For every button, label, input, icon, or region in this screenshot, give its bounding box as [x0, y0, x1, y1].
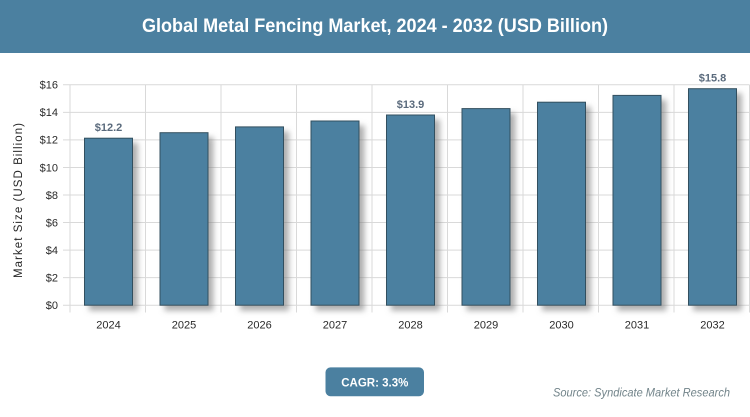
- svg-text:2025: 2025: [172, 320, 196, 332]
- svg-text:CAGR: 3.3%: CAGR: 3.3%: [341, 378, 408, 390]
- svg-text:$12: $12: [40, 135, 58, 147]
- svg-text:$12.2: $12.2: [95, 122, 123, 134]
- svg-text:$16: $16: [40, 80, 58, 92]
- svg-text:$2: $2: [46, 273, 58, 285]
- svg-text:$6: $6: [46, 217, 58, 229]
- svg-text:2026: 2026: [247, 320, 271, 332]
- svg-text:$13.9: $13.9: [397, 99, 425, 111]
- svg-text:2029: 2029: [474, 320, 498, 332]
- svg-text:2031: 2031: [625, 320, 649, 332]
- svg-text:$15.8: $15.8: [699, 73, 727, 85]
- svg-text:2024: 2024: [96, 320, 120, 332]
- svg-text:Source: Syndicate Market Resea: Source: Syndicate Market Research: [553, 386, 730, 400]
- svg-text:Market Size (USD Billion): Market Size (USD Billion): [13, 123, 25, 278]
- svg-text:2032: 2032: [700, 320, 724, 332]
- svg-text:$8: $8: [46, 190, 58, 202]
- svg-text:2030: 2030: [549, 320, 573, 332]
- svg-text:$14: $14: [40, 107, 58, 119]
- svg-text:2027: 2027: [323, 320, 347, 332]
- svg-text:$4: $4: [46, 245, 58, 257]
- svg-text:$0: $0: [46, 300, 58, 312]
- svg-text:Global Metal Fencing Market, 2: Global Metal Fencing Market, 2024 - 2032…: [142, 16, 608, 37]
- svg-text:2028: 2028: [398, 320, 422, 332]
- svg-text:$10: $10: [40, 162, 58, 174]
